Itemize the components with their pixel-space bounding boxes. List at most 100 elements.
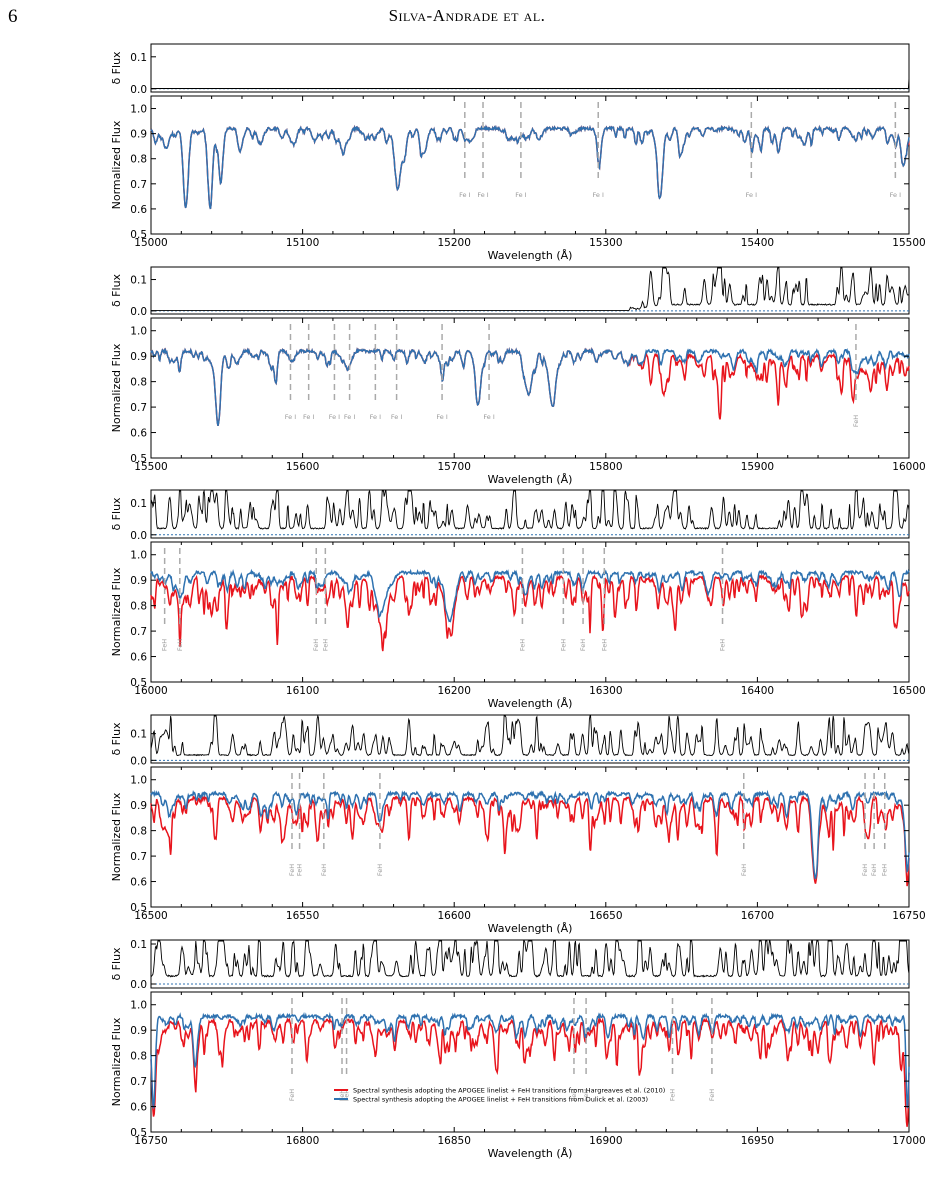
ytick-bottom-label: 1.0 [130, 775, 147, 787]
ytick-bottom-label: 0.6 [130, 428, 147, 440]
line-marker-label: Fe I [285, 413, 296, 421]
ytick-bottom-label: 0.5 [130, 677, 147, 689]
line-marker-label: FeH [320, 864, 328, 876]
line-marker-label: Fe I [436, 413, 447, 421]
series-dulick [150, 346, 910, 427]
xtick-label: 15700 [437, 461, 470, 473]
ytick-top-label: 0.1 [130, 275, 147, 287]
ytick-bottom-label: 0.7 [130, 851, 147, 863]
ytick-bottom-label: 0.6 [130, 1102, 147, 1114]
line-marker-label: FeH [376, 864, 384, 876]
ytick-top-label: 0.0 [130, 979, 147, 991]
xtick-label: 16500 [892, 685, 925, 697]
xtick-label: 16400 [741, 685, 774, 697]
ytick-bottom-label: 1.0 [130, 1000, 147, 1012]
ytick-bottom-label: 0.9 [130, 800, 147, 812]
line-marker-label: FeH [861, 864, 869, 876]
ylabel-bottom: Normalized Flux [110, 792, 123, 881]
residual-series [150, 714, 910, 757]
series-dulick [150, 789, 910, 880]
xlabel: Wavelength (Å) [488, 1147, 573, 1160]
line-marker-label: FeH [740, 864, 748, 876]
line-marker-label: FeH [312, 639, 320, 651]
xtick-label: 16550 [286, 910, 319, 922]
xtick-label: 15600 [286, 461, 319, 473]
xlabel: Wavelength (Å) [488, 473, 573, 486]
ytick-bottom-label: 1.0 [130, 550, 147, 562]
xtick-label: 16500 [134, 910, 167, 922]
line-marker-label: Fe I [593, 191, 604, 199]
ytick-top-label: 0.1 [130, 498, 147, 510]
ytick-bottom-label: 0.6 [130, 652, 147, 664]
ytick-top-label: 0.0 [130, 755, 147, 767]
ytick-bottom-label: 0.9 [130, 351, 147, 363]
xtick-label: 16600 [437, 910, 470, 922]
residual-frame [150, 266, 910, 315]
residual-frame [150, 489, 910, 539]
xtick-label: 15200 [437, 237, 470, 249]
residual-frame [150, 43, 910, 93]
ylabel-top: δ Flux [110, 947, 123, 981]
residual-series [151, 267, 910, 312]
line-marker-label: Fe I [483, 413, 494, 421]
legend-label: Spectral synthesis adopting the APOGEE l… [353, 1087, 665, 1095]
xtick-label: 16650 [589, 910, 622, 922]
line-marker-label: Fe I [303, 413, 314, 421]
line-marker-label: FeH [176, 639, 184, 651]
xlabel: Wavelength (Å) [488, 697, 573, 710]
xtick-label: 17000 [892, 1135, 925, 1147]
flux-frame [150, 541, 910, 683]
xtick-label: 15800 [589, 461, 622, 473]
ytick-bottom-label: 0.5 [130, 1127, 147, 1139]
residual-series [150, 489, 910, 531]
line-marker-label: FeH [600, 639, 608, 651]
ytick-bottom-label: 0.8 [130, 826, 147, 838]
ytick-bottom-label: 0.8 [130, 1051, 147, 1063]
series-hargreaves [150, 794, 910, 887]
line-marker-label: FeH [570, 1089, 578, 1101]
line-marker-label: FeH [288, 864, 296, 876]
line-marker-label: Fe I [391, 413, 402, 421]
series-dulick [150, 124, 910, 210]
ylabel-top: δ Flux [110, 51, 123, 85]
ytick-bottom-label: 0.6 [130, 204, 147, 216]
ylabel-bottom: Normalized Flux [110, 567, 123, 656]
line-marker-label: FeH [288, 1089, 296, 1101]
page-number: 6 [8, 6, 18, 27]
line-marker-label: FeH [881, 864, 889, 876]
xtick-label: 16850 [437, 1135, 470, 1147]
series-dulick [150, 1011, 910, 1109]
ytick-bottom-label: 0.7 [130, 1076, 147, 1088]
xtick-label: 16750 [134, 1135, 167, 1147]
xtick-label: 15500 [134, 461, 167, 473]
xtick-label: 15400 [741, 237, 774, 249]
xtick-label: 15100 [286, 237, 319, 249]
ylabel-bottom: Normalized Flux [110, 1017, 123, 1106]
line-marker-label: FeH [338, 1089, 346, 1101]
xtick-label: 15900 [741, 461, 774, 473]
ytick-bottom-label: 0.7 [130, 402, 147, 414]
xlabel: Wavelength (Å) [488, 922, 573, 935]
ytick-bottom-label: 0.5 [130, 902, 147, 914]
ytick-bottom-label: 0.5 [130, 453, 147, 465]
line-marker-label: Fe I [370, 413, 381, 421]
xtick-label: 16200 [437, 685, 470, 697]
xtick-label: 16300 [589, 685, 622, 697]
ylabel-top: δ Flux [110, 497, 123, 531]
line-marker-label: FeH [321, 639, 329, 651]
xtick-label: 15500 [892, 237, 925, 249]
xtick-label: 15300 [589, 237, 622, 249]
ytick-bottom-label: 0.7 [130, 179, 147, 191]
line-marker-label: FeH [579, 639, 587, 651]
xtick-label: 16800 [286, 1135, 319, 1147]
line-marker-label: FeH [669, 1089, 677, 1101]
ytick-top-label: 0.1 [130, 52, 147, 64]
xtick-label: 15000 [134, 237, 167, 249]
line-marker-label: FeH [559, 639, 567, 651]
panel-1: 0.0 0.1 δ Flux Fe I Fe I Fe I Fe I Fe I Fe I 0.5 0… [110, 43, 926, 262]
ylabel-bottom: Normalized Flux [110, 120, 123, 209]
line-marker-label: FeH [708, 1089, 716, 1101]
ytick-top-label: 0.0 [130, 84, 147, 96]
xtick-label: 16000 [134, 685, 167, 697]
